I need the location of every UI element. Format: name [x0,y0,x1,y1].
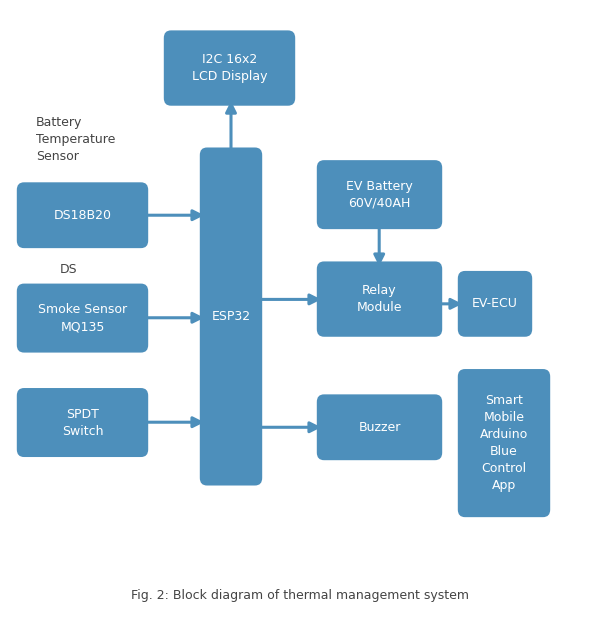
Text: Battery
Temperature
Sensor: Battery Temperature Sensor [36,116,115,163]
Text: DS: DS [60,263,77,275]
Text: Buzzer: Buzzer [358,421,401,434]
Text: Relay
Module: Relay Module [357,284,402,314]
Text: EV-ECU: EV-ECU [472,298,518,310]
FancyBboxPatch shape [458,369,550,517]
FancyBboxPatch shape [317,160,442,229]
FancyBboxPatch shape [164,30,295,106]
FancyBboxPatch shape [317,261,442,337]
Text: Smoke Sensor
MQ135: Smoke Sensor MQ135 [38,303,127,333]
FancyBboxPatch shape [17,388,148,457]
FancyBboxPatch shape [458,271,532,337]
FancyBboxPatch shape [200,147,262,486]
FancyBboxPatch shape [17,182,148,248]
Text: Smart
Mobile
Arduino
Blue
Control
App: Smart Mobile Arduino Blue Control App [480,394,528,492]
Text: ESP32: ESP32 [211,310,251,323]
Text: EV Battery
60V/40AH: EV Battery 60V/40AH [346,180,413,210]
Text: DS18B20: DS18B20 [53,209,112,222]
FancyBboxPatch shape [317,394,442,460]
FancyBboxPatch shape [17,284,148,353]
Text: Fig. 2: Block diagram of thermal management system: Fig. 2: Block diagram of thermal managem… [131,589,469,601]
Text: SPDT
Switch: SPDT Switch [62,408,103,437]
Text: I2C 16x2
LCD Display: I2C 16x2 LCD Display [192,53,267,83]
